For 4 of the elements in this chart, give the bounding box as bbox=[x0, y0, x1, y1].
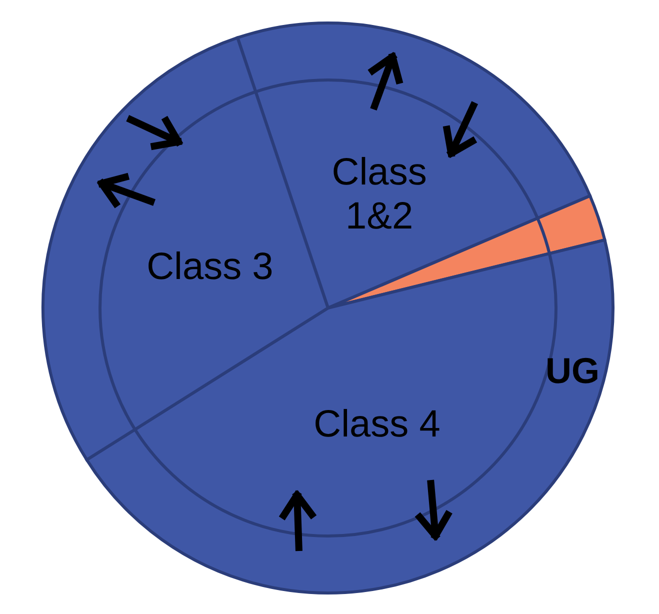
slice-label: Class 4 bbox=[314, 403, 440, 446]
slice-label: Class 3 bbox=[146, 246, 274, 288]
slice-label: Class 1&2 bbox=[332, 152, 427, 238]
text: UG bbox=[546, 350, 600, 391]
